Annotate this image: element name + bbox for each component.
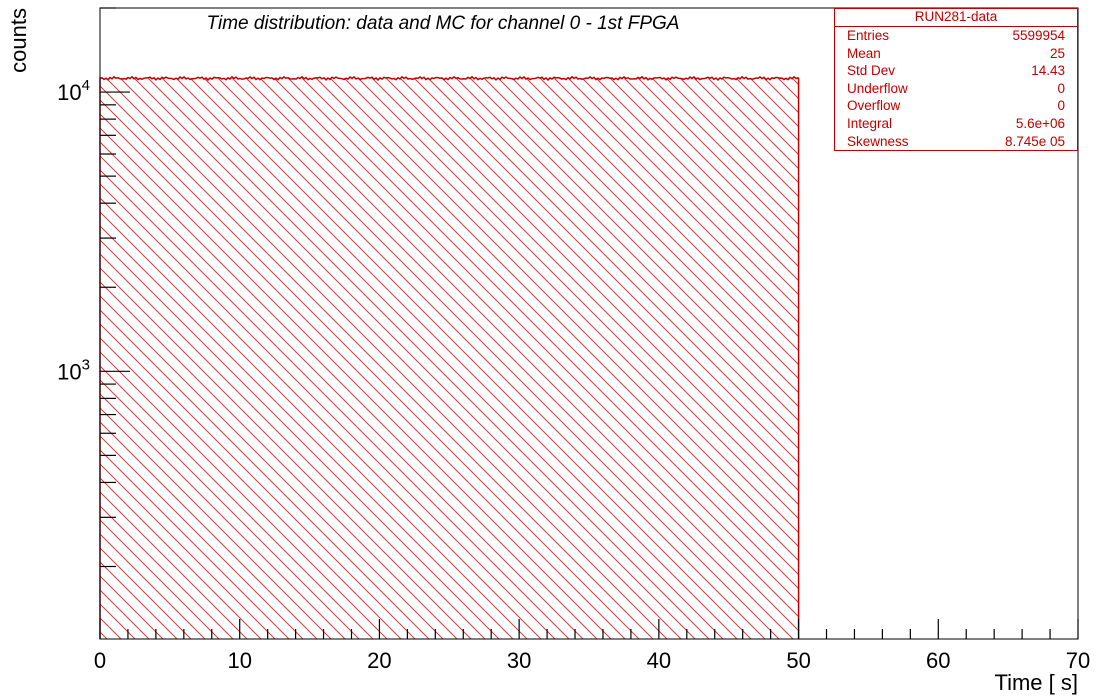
stats-label: Overflow (847, 98, 901, 114)
stats-value: 5.6e+06 (1015, 115, 1065, 131)
stats-value: 8.745e 05 (1004, 133, 1065, 149)
stats-label: Mean (847, 45, 881, 61)
histogram-bars (99, 75, 800, 640)
stats-label: Std Dev (847, 63, 896, 79)
x-axis: 0 10 20 30 40 50 60 70 (94, 619, 1090, 673)
x-tick-label: 10 (227, 648, 251, 673)
plot-frame (99, 7, 1079, 640)
x-tick-label: 20 (367, 648, 391, 673)
y-tick-base: 10 (57, 80, 81, 105)
stats-label: Skewness (847, 133, 909, 149)
stats-row: Mean 25 (835, 45, 1077, 63)
x-tick-label: 40 (647, 648, 671, 673)
x-tick-label: 0 (94, 648, 106, 673)
y-tick-exponent: 4 (82, 77, 90, 94)
stats-value: 25 (1049, 45, 1065, 61)
stats-label: Integral (847, 115, 893, 131)
stats-value: 0 (1057, 98, 1065, 114)
histogram-outline-0 (99, 75, 800, 639)
x-axis-label: Time [ s] (994, 670, 1078, 695)
y-axis-label: counts (6, 8, 31, 73)
stats-row: Integral 5.6e+06 (835, 115, 1077, 133)
stats-row: Overflow 0 (835, 97, 1077, 115)
y-tick-exponent: 3 (82, 356, 90, 373)
stats-box: RUN281-data Entries 5599954 Mean 25 Std Dev 1… (834, 8, 1078, 151)
chart-title: Time distribution: data and MC for chann… (207, 13, 680, 34)
stats-label: Entries (847, 28, 890, 43)
histogram-bar-0 (100, 78, 799, 640)
x-tick-label: 60 (926, 648, 950, 673)
y-tick-label: 104 (57, 77, 90, 105)
y-tick-base: 10 (57, 359, 81, 384)
x-tick-label: 70 (1066, 648, 1090, 673)
y-tick-label: 103 (57, 356, 90, 384)
stats-value: 5599954 (1012, 28, 1065, 43)
stats-row: Skewness 8.745e 05 (835, 133, 1077, 151)
stats-row: Entries 5599954 (835, 27, 1077, 45)
x-tick-label: 50 (786, 648, 810, 673)
stats-value: 0 (1057, 80, 1065, 96)
stats-row: Std Dev 14.43 (835, 62, 1077, 80)
stats-label: Underflow (847, 80, 908, 96)
stats-value: 14.43 (1031, 63, 1065, 79)
x-tick-label: 30 (507, 648, 531, 673)
stats-row: Underflow 0 (835, 80, 1077, 98)
stats-title: RUN281-data (835, 9, 1077, 27)
